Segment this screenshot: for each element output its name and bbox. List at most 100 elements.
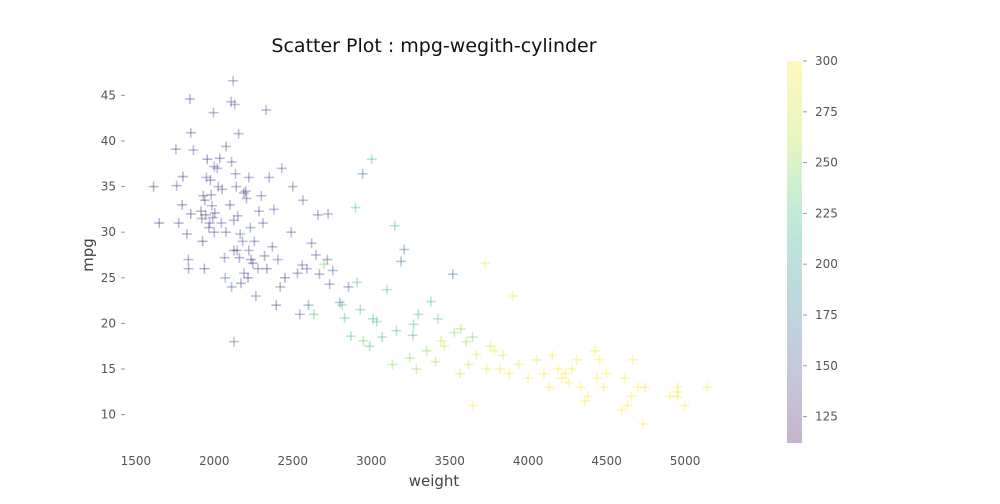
data-point [170, 144, 181, 155]
data-point [197, 236, 208, 247]
data-point [199, 195, 210, 206]
data-point [240, 186, 251, 197]
colorbar-tick-label: 225 [815, 206, 838, 220]
data-point [243, 272, 254, 283]
data-point [310, 250, 321, 260]
data-point [560, 368, 571, 379]
x-tick-label: 3000 [356, 454, 387, 468]
data-point [454, 368, 465, 379]
data-point [276, 163, 287, 174]
data-point [216, 218, 227, 229]
x-tick-label: 4500 [591, 454, 622, 468]
x-tick-label: 3500 [434, 454, 465, 468]
data-point [364, 341, 375, 352]
data-point [198, 190, 209, 201]
data-point [430, 356, 441, 367]
data-point [425, 296, 436, 307]
data-point [345, 331, 356, 342]
data-point [199, 263, 210, 274]
data-point [235, 229, 246, 240]
data-point [201, 172, 212, 183]
data-point [275, 281, 286, 292]
data-point [228, 245, 239, 256]
data-point [177, 199, 188, 210]
data-point [185, 208, 196, 219]
data-point [337, 300, 348, 311]
data-point [327, 265, 338, 276]
x-tick-label: 4000 [513, 454, 544, 468]
y-tick-label: 35 [101, 180, 116, 194]
data-point [237, 236, 248, 247]
data-point [461, 336, 472, 347]
data-point [485, 341, 496, 352]
colorbar-tick-label: 275 [815, 105, 838, 119]
data-point [579, 395, 590, 406]
data-point [301, 263, 312, 274]
data-point [203, 222, 214, 233]
y-tick-label: 40 [101, 134, 116, 148]
colorbar-tick-label: 200 [815, 257, 838, 271]
data-point [232, 210, 243, 221]
data-point [513, 359, 524, 370]
data-point [544, 382, 555, 393]
y-tick-label: 30 [101, 225, 116, 239]
data-point [594, 354, 605, 365]
data-point [571, 354, 582, 365]
colorbar-ticks: 125 150 175 200 225 250 275 300 [803, 54, 838, 424]
data-point [355, 304, 366, 315]
x-tick-label: 2500 [277, 454, 308, 468]
y-tick-label: 15 [101, 362, 116, 376]
data-point [202, 154, 213, 165]
data-point [468, 400, 479, 411]
data-point [481, 364, 492, 375]
chart-title: Scatter Plot : mpg-wegith-cylinder [271, 35, 596, 57]
data-point [297, 195, 308, 206]
data-point [489, 345, 500, 356]
data-point [217, 184, 228, 195]
data-point [480, 258, 490, 269]
data-point [616, 405, 627, 416]
data-point [185, 127, 196, 138]
data-point [268, 204, 279, 215]
data-point [381, 284, 392, 295]
data-point [366, 154, 377, 165]
data-point [389, 220, 400, 231]
data-point [226, 96, 237, 107]
data-point [234, 252, 245, 263]
data-point [209, 161, 220, 172]
y-tick-label: 45 [101, 88, 116, 102]
data-point [228, 336, 239, 347]
data-point [308, 309, 319, 320]
colorbar-tick-label: 175 [815, 308, 838, 322]
data-point [552, 364, 563, 375]
data-point [507, 291, 518, 302]
data-point [556, 373, 567, 384]
data-point [233, 128, 244, 139]
x-tick-label: 5000 [670, 454, 701, 468]
data-point [250, 291, 261, 302]
y-tick-label: 10 [101, 408, 116, 422]
colorbar-tick-label: 125 [815, 410, 838, 424]
data-point [598, 382, 609, 393]
data-point [188, 145, 199, 156]
data-point [207, 212, 218, 223]
data-point [205, 175, 216, 186]
data-point [235, 278, 246, 289]
data-point [665, 391, 676, 402]
data-point [220, 272, 231, 283]
data-point [241, 193, 252, 204]
data-point [538, 368, 549, 379]
data-point [343, 281, 354, 292]
colorbar-tick-label: 250 [815, 156, 838, 170]
data-point [447, 269, 458, 280]
data-point [171, 180, 182, 191]
data-point [582, 391, 593, 402]
data-point [195, 206, 206, 217]
data-point [627, 354, 638, 365]
data-point [252, 263, 263, 274]
data-point [286, 227, 297, 238]
y-tick-label: 25 [101, 271, 116, 285]
data-point [247, 258, 258, 269]
data-point [407, 330, 418, 341]
